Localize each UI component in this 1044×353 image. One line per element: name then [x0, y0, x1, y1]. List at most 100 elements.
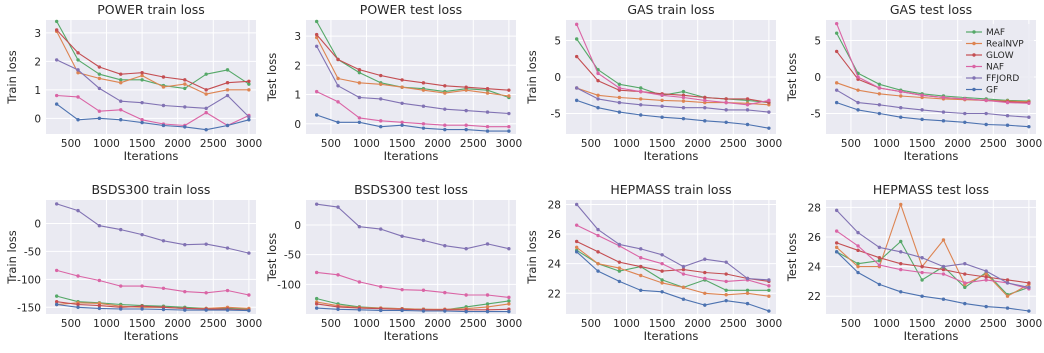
series-line-ffjord [316, 46, 509, 115]
data-point-naf [183, 289, 187, 294]
data-point-ffjord [681, 105, 686, 110]
data-point-maf [856, 261, 860, 266]
series-line-realnvp [836, 203, 1030, 297]
data-point-maf [877, 82, 882, 87]
data-point-ffjord [485, 242, 490, 246]
data-point-naf [767, 284, 771, 288]
data-point-gf [920, 294, 924, 298]
data-point-glow [247, 79, 251, 83]
data-point-realnvp [421, 88, 426, 92]
data-point-gf [336, 307, 340, 311]
data-point-gf [421, 309, 426, 313]
data-point-gf [507, 129, 511, 133]
data-point-naf [336, 100, 340, 104]
y-tick-label: -5 [551, 109, 561, 121]
series-line-glow [836, 242, 1029, 284]
legend-marker-maf [972, 30, 976, 34]
data-point-ffjord [660, 104, 664, 108]
data-point-gf [485, 129, 490, 133]
data-point-gf [379, 308, 383, 313]
data-point-naf [856, 244, 860, 248]
data-point-ffjord [225, 93, 230, 98]
x-tick-label: 1500 [909, 318, 936, 330]
data-point-gf [639, 113, 643, 117]
x-tick-label: 1000 [613, 138, 640, 150]
data-point-glow [681, 267, 686, 272]
data-point-ffjord [140, 100, 144, 105]
data-point-gf [443, 127, 447, 132]
x-tick-label: 1000 [873, 318, 900, 330]
chart-title: GAS test loss [890, 2, 972, 17]
chart-panel-5: 500 1000 1500 2000 2500 3000 -150 -100 -50 0 BSDS3… [5, 182, 262, 343]
data-point-naf [204, 291, 208, 295]
data-point-naf [724, 279, 728, 284]
x-tick-label: 2500 [200, 318, 227, 330]
data-point-naf [920, 270, 924, 275]
data-point-realnvp [357, 81, 362, 85]
x-axis-label: Iterations [124, 149, 179, 163]
series-line-gf [576, 99, 769, 129]
data-point-ffjord [660, 253, 664, 257]
y-axis-label: Train loss [525, 230, 539, 284]
data-point-ffjord [877, 103, 882, 107]
data-point-maf [119, 78, 123, 82]
data-point-gf [119, 307, 123, 311]
chart-panel-1: 500 1000 1500 2000 2500 3000 0 1 2 3 POWER train l… [5, 2, 262, 163]
x-tick-label: 1500 [389, 138, 416, 150]
data-point-maf [76, 58, 80, 62]
data-point-ffjord [443, 244, 447, 248]
data-point-realnvp [899, 202, 903, 207]
data-point-maf [357, 70, 362, 75]
data-point-maf [225, 68, 230, 72]
data-point-realnvp [984, 272, 988, 276]
data-point-ffjord [400, 101, 404, 106]
series-line-ffjord [576, 204, 769, 281]
y-tick-label: 22 [808, 291, 821, 303]
data-point-realnvp [703, 291, 707, 295]
data-point-naf [507, 295, 511, 300]
data-point-glow [617, 260, 622, 264]
data-point-naf [639, 89, 643, 94]
data-point-glow [856, 248, 860, 253]
data-point-gf [464, 309, 468, 314]
data-point-gf [856, 270, 860, 275]
data-point-glow [119, 72, 123, 76]
data-point-realnvp [639, 273, 643, 278]
data-point-gf [1027, 309, 1031, 313]
chart-title: POWER test loss [360, 2, 462, 17]
data-point-glow [357, 67, 362, 72]
data-point-naf [314, 89, 319, 94]
data-point-realnvp [225, 88, 230, 92]
y-axis-label: Test loss [265, 53, 279, 103]
data-point-maf [54, 19, 59, 24]
data-point-gf [247, 308, 251, 313]
y-tick-label: 0 [294, 119, 301, 131]
data-point-gf [97, 306, 102, 311]
data-point-ffjord [314, 202, 319, 206]
x-tick-label: 3000 [496, 138, 523, 150]
series-line-gf [316, 307, 509, 313]
data-point-gf [681, 297, 686, 301]
chart-panel-2: 500 1000 1500 2000 2500 3000 0 1 2 3 POWER test lo… [265, 2, 522, 163]
data-point-maf [639, 86, 643, 90]
y-axis-label: Train loss [5, 50, 19, 104]
data-point-ffjord [225, 246, 230, 250]
y-tick-label: 2 [34, 56, 41, 68]
series-line-naf [56, 94, 250, 127]
data-point-gf [507, 309, 511, 314]
data-point-glow [1027, 281, 1031, 285]
data-point-maf [660, 278, 664, 282]
data-point-realnvp [485, 305, 490, 309]
data-point-naf [877, 86, 882, 90]
data-point-glow [507, 307, 511, 311]
series-line-maf [576, 38, 769, 104]
data-point-ffjord [183, 243, 187, 247]
legend-marker-ffjord [972, 76, 976, 80]
series-line-ffjord [836, 210, 1030, 288]
data-point-gf [703, 303, 707, 307]
data-point-realnvp [856, 88, 860, 92]
data-point-glow [54, 28, 59, 32]
data-point-maf [97, 72, 102, 76]
y-axis-label: Train loss [5, 230, 19, 284]
